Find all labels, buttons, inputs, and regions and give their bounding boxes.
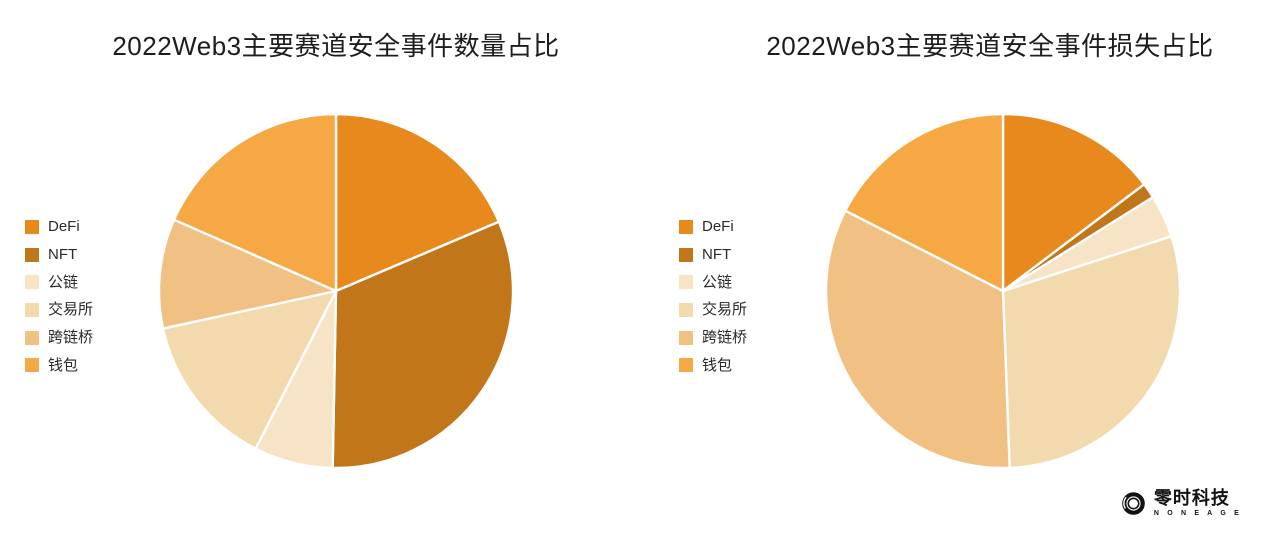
legend-item-exchange: 交易所 — [25, 296, 93, 324]
legend-item-cross-chain-bridge: 跨链桥 — [25, 324, 93, 352]
legend-item-nft: NFT — [25, 241, 93, 269]
legend-swatch-public-chain — [679, 275, 693, 290]
logo-swirl-icon — [1122, 491, 1145, 515]
legend-item-cross-chain-bridge: 跨链桥 — [679, 324, 747, 352]
legend-swatch-defi — [679, 219, 693, 234]
legend-label-exchange: 交易所 — [48, 301, 94, 319]
legend-swatch-wallet — [679, 358, 693, 373]
legend-item-wallet: 钱包 — [679, 351, 747, 379]
pie-slice-cross-chain-bridge — [157, 218, 338, 330]
legend-swatch-nft — [679, 247, 693, 262]
logo-company-name: 零时科技 — [1153, 488, 1230, 509]
company-logo: 零时科技 N O N E A G E — [1120, 489, 1242, 517]
pie-slice-wallet — [844, 112, 1005, 293]
pie-slice-defi — [1001, 112, 1146, 293]
pie-chart-incident-count — [157, 112, 515, 470]
legend-label-cross-chain-bridge: 跨链桥 — [48, 329, 94, 347]
legend-label-defi: DeFi — [702, 218, 734, 236]
legend-item-exchange: 交易所 — [679, 296, 747, 324]
logo-text-block: 零时科技 N O N E A G E — [1154, 489, 1242, 517]
legend-label-nft: NFT — [48, 246, 78, 264]
pie-slice-cross-chain-bridge — [824, 209, 1011, 470]
legend-swatch-exchange — [25, 302, 39, 317]
legend-swatch-wallet — [25, 358, 39, 373]
legend-item-public-chain: 公链 — [679, 268, 747, 296]
legend-label-exchange: 交易所 — [702, 301, 748, 319]
legend-incident-loss: DeFi NFT 公链交易所跨链桥钱包 — [679, 213, 747, 379]
legend-swatch-defi — [25, 219, 39, 234]
pie-slice-exchange — [1001, 235, 1182, 470]
legend-label-defi: DeFi — [48, 218, 80, 236]
legend-item-defi: DeFi — [679, 213, 747, 241]
legend-label-public-chain: 公链 — [702, 273, 733, 291]
pie-slice-exchange — [161, 289, 338, 450]
legend-label-wallet: 钱包 — [702, 356, 733, 374]
pie-chart-incident-loss — [824, 112, 1182, 470]
legend-swatch-exchange — [679, 302, 693, 317]
legend-swatch-public-chain — [25, 275, 39, 290]
legend-swatch-cross-chain-bridge — [25, 330, 39, 345]
legend-item-nft: NFT — [679, 241, 747, 269]
legend-swatch-nft — [25, 247, 39, 262]
legend-swatch-cross-chain-bridge — [679, 330, 693, 345]
legend-label-nft: NFT — [702, 246, 732, 264]
legend-item-defi: DeFi — [25, 213, 93, 241]
logo-company-name-en: N O N E A G E — [1153, 510, 1242, 517]
legend-label-cross-chain-bridge: 跨链桥 — [702, 329, 748, 347]
pie-slice-nft — [331, 220, 515, 470]
pie-slice-defi — [334, 112, 501, 293]
legend-label-public-chain: 公链 — [48, 273, 79, 291]
legend-label-wallet: 钱包 — [48, 356, 79, 374]
chart-title-incident-count: 2022Web3主要赛道安全事件数量占比 — [112, 31, 560, 61]
legend-incident-count: DeFi NFT 公链交易所跨链桥钱包 — [25, 213, 93, 379]
legend-item-wallet: 钱包 — [25, 351, 93, 379]
chart-title-incident-loss: 2022Web3主要赛道安全事件损失占比 — [766, 31, 1214, 61]
pie-slice-wallet — [172, 112, 338, 293]
legend-item-public-chain: 公链 — [25, 268, 93, 296]
